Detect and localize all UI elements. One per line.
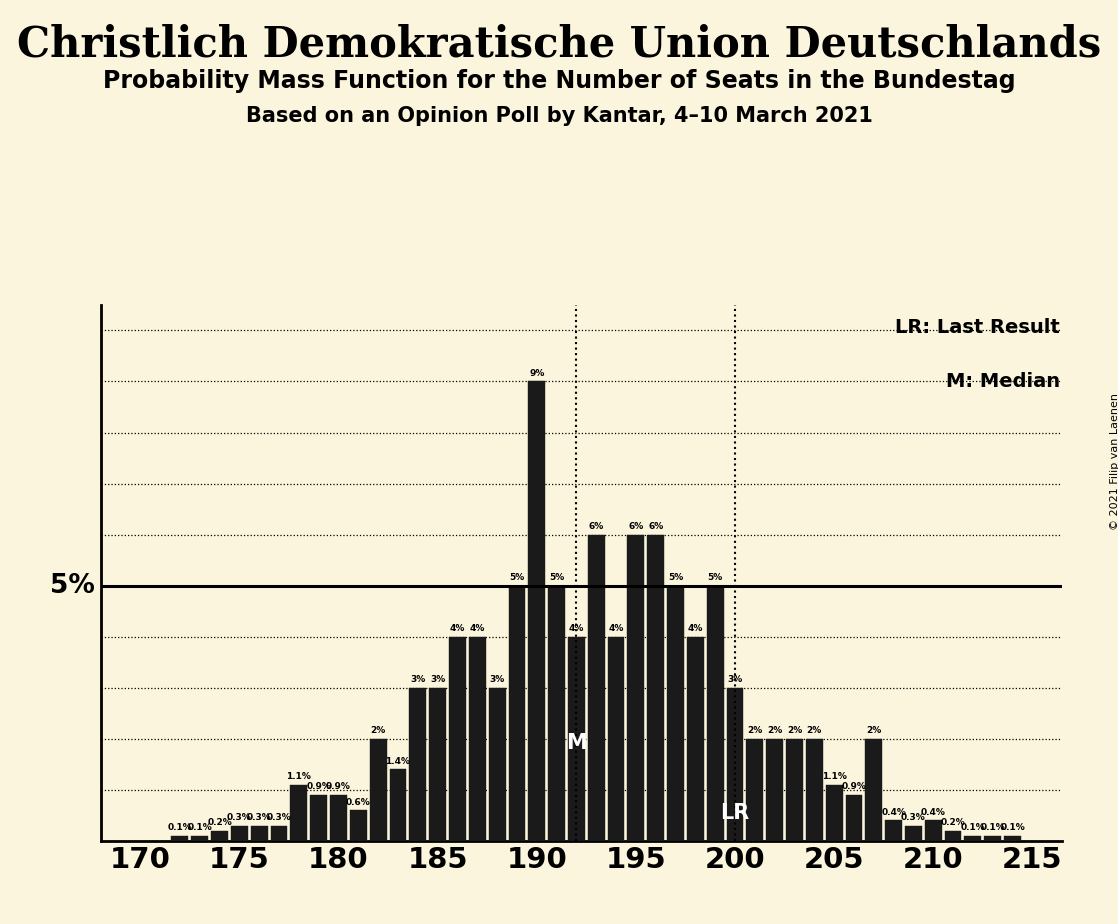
Text: 2%: 2% (747, 726, 762, 736)
Text: 1.4%: 1.4% (386, 757, 410, 766)
Text: 0.1%: 0.1% (1001, 823, 1025, 833)
Text: M: Median: M: Median (946, 372, 1060, 391)
Bar (686, 637, 703, 841)
Text: 4%: 4% (569, 624, 584, 633)
Bar (468, 637, 485, 841)
Bar (667, 586, 684, 841)
Bar (627, 535, 644, 841)
Text: 5%: 5% (708, 573, 723, 582)
Bar (707, 586, 723, 841)
Text: 5%: 5% (50, 573, 95, 599)
Bar (786, 739, 803, 841)
Text: 0.2%: 0.2% (940, 818, 966, 827)
Bar (350, 810, 367, 841)
Text: Based on an Opinion Poll by Kantar, 4–10 March 2021: Based on an Opinion Poll by Kantar, 4–10… (246, 106, 872, 127)
Bar (945, 831, 961, 841)
Bar (211, 831, 228, 841)
Text: 0.9%: 0.9% (306, 783, 331, 791)
Text: LR: LR (720, 803, 750, 823)
Text: M: M (566, 733, 587, 753)
Text: 2%: 2% (767, 726, 783, 736)
Text: 0.4%: 0.4% (881, 808, 906, 817)
Bar (826, 784, 843, 841)
Text: 5%: 5% (549, 573, 565, 582)
Bar (727, 687, 743, 841)
Text: 3%: 3% (490, 675, 504, 684)
Text: 0.3%: 0.3% (901, 813, 926, 822)
Bar (250, 825, 267, 841)
Text: 0.4%: 0.4% (921, 808, 946, 817)
Bar (1004, 835, 1021, 841)
Bar (529, 382, 546, 841)
Text: 0.3%: 0.3% (267, 813, 292, 822)
Text: 3%: 3% (430, 675, 445, 684)
Text: 9%: 9% (529, 369, 544, 378)
Bar (965, 835, 982, 841)
Bar (607, 637, 625, 841)
Bar (647, 535, 664, 841)
Text: 0.3%: 0.3% (227, 813, 252, 822)
Text: 2%: 2% (787, 726, 802, 736)
Text: 0.1%: 0.1% (960, 823, 985, 833)
Text: 2%: 2% (807, 726, 822, 736)
Text: 4%: 4% (688, 624, 703, 633)
Bar (231, 825, 248, 841)
Text: 5%: 5% (510, 573, 524, 582)
Text: 0.1%: 0.1% (980, 823, 1005, 833)
Text: 6%: 6% (628, 522, 644, 531)
Bar (409, 687, 426, 841)
Text: Christlich Demokratische Union Deutschlands: Christlich Demokratische Union Deutschla… (17, 23, 1101, 65)
Bar (171, 835, 188, 841)
Text: 6%: 6% (648, 522, 663, 531)
Bar (330, 795, 347, 841)
Bar (568, 637, 585, 841)
Bar (271, 825, 287, 841)
Bar (191, 835, 208, 841)
Bar (885, 821, 902, 841)
Text: 0.9%: 0.9% (842, 783, 866, 791)
Text: 2%: 2% (370, 726, 386, 736)
Bar (489, 687, 505, 841)
Bar (845, 795, 862, 841)
Bar (548, 586, 565, 841)
Bar (984, 835, 1001, 841)
Text: 0.6%: 0.6% (345, 797, 371, 807)
Bar (925, 821, 941, 841)
Text: 4%: 4% (470, 624, 485, 633)
Bar (588, 535, 605, 841)
Text: 3%: 3% (410, 675, 426, 684)
Bar (904, 825, 922, 841)
Text: 1.1%: 1.1% (822, 772, 846, 781)
Text: LR: Last Result: LR: Last Result (896, 319, 1060, 337)
Bar (311, 795, 328, 841)
Text: 1.1%: 1.1% (286, 772, 311, 781)
Text: 6%: 6% (588, 522, 604, 531)
Text: Probability Mass Function for the Number of Seats in the Bundestag: Probability Mass Function for the Number… (103, 69, 1015, 93)
Bar (389, 770, 407, 841)
Text: 3%: 3% (728, 675, 742, 684)
Text: 0.1%: 0.1% (168, 823, 192, 833)
Text: 0.2%: 0.2% (207, 818, 231, 827)
Bar (291, 784, 307, 841)
Text: 4%: 4% (608, 624, 624, 633)
Text: © 2021 Filip van Laenen: © 2021 Filip van Laenen (1110, 394, 1118, 530)
Bar (509, 586, 525, 841)
Text: 0.1%: 0.1% (188, 823, 212, 833)
Text: 4%: 4% (449, 624, 465, 633)
Text: 2%: 2% (866, 726, 881, 736)
Bar (449, 637, 466, 841)
Text: 5%: 5% (667, 573, 683, 582)
Bar (766, 739, 783, 841)
Bar (806, 739, 823, 841)
Text: 0.3%: 0.3% (247, 813, 272, 822)
Text: 0.9%: 0.9% (326, 783, 351, 791)
Bar (429, 687, 446, 841)
Bar (370, 739, 387, 841)
Bar (747, 739, 764, 841)
Bar (865, 739, 882, 841)
